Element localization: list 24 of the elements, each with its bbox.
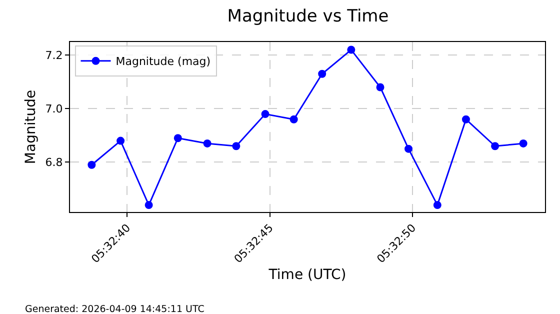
point: [404, 144, 413, 153]
point: [88, 160, 96, 169]
y-axis-title: Magnitude: [22, 90, 39, 164]
point: [347, 46, 356, 54]
point: [203, 139, 212, 148]
point: [433, 201, 442, 210]
point: [491, 142, 500, 150]
point: [232, 142, 240, 150]
point: [174, 134, 182, 142]
text: Generated: 2026-04-09 14:45:11 UTC: [25, 304, 205, 314]
point: [462, 115, 470, 124]
point: [116, 136, 125, 145]
chart-title: Magnitude vs Time: [227, 6, 389, 26]
point: [318, 70, 326, 78]
y-tick-label: 7.2: [45, 48, 63, 62]
point: [519, 139, 528, 148]
y-tick-label: 6.8: [45, 156, 63, 170]
y-tick-label: 7.0: [45, 102, 63, 116]
legend-label: Magnitude (mag): [116, 55, 211, 68]
x-axis-title: Time (UTC): [268, 266, 346, 283]
point: [144, 201, 153, 210]
point: [376, 83, 384, 92]
point: [261, 110, 270, 118]
point: [290, 115, 298, 124]
